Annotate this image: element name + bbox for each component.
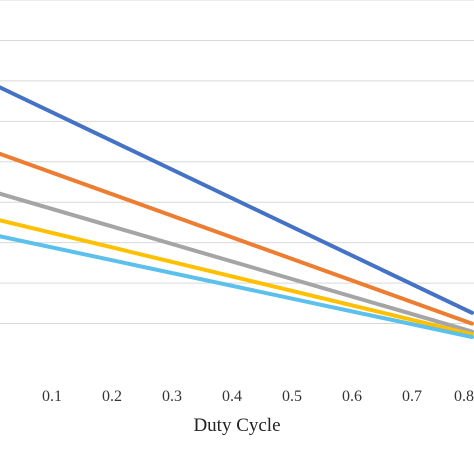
series-line-4 xyxy=(0,218,474,337)
x-tick-label: 0.6 xyxy=(342,388,362,405)
x-tick-label: 0.4 xyxy=(222,388,242,405)
series-line-5 xyxy=(0,234,474,339)
x-axis-title: Duty Cycle xyxy=(193,415,280,436)
x-tick-label: 0.3 xyxy=(162,388,182,405)
x-tick-label: 0.8 xyxy=(454,388,474,405)
series-line-3 xyxy=(0,191,474,334)
series-line-1 xyxy=(0,85,474,315)
x-tick-labels: 0.1 0.2 0.3 0.4 0.5 0.6 0.7 0.8 xyxy=(42,388,474,405)
series-line-2 xyxy=(0,151,474,326)
x-tick-label: 0.7 xyxy=(402,388,422,405)
x-tick-label: 0.5 xyxy=(282,388,302,405)
gridlines xyxy=(0,0,474,325)
series-lines xyxy=(0,85,474,339)
x-tick-label: 0.2 xyxy=(102,388,122,405)
x-tick-label: 0.1 xyxy=(42,388,62,405)
